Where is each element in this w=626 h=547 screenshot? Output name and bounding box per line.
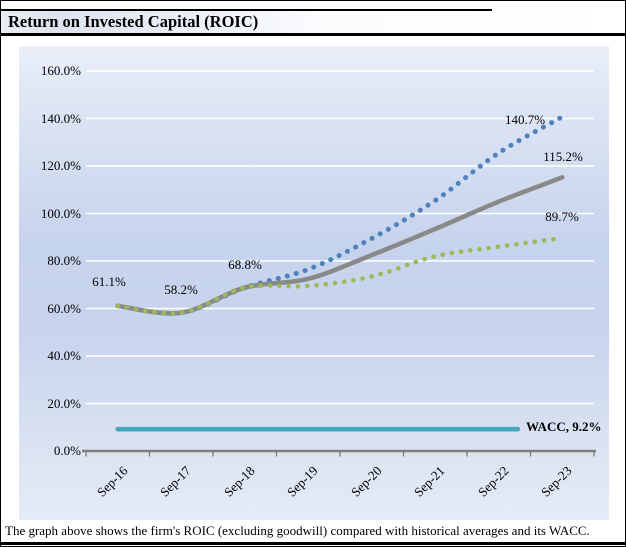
data-point-label: 89.7% [545, 209, 579, 224]
y-axis-label: 160.0% [40, 63, 81, 78]
data-point-label: 140.7% [504, 112, 546, 127]
y-axis-label: 0.0% [53, 443, 81, 458]
top-partial-rule [1, 9, 492, 11]
series-dotted-green [115, 235, 565, 316]
data-point-label: 68.8% [228, 257, 262, 272]
y-axis-label: 120.0% [40, 158, 81, 173]
y-axis-label: 20.0% [47, 395, 81, 411]
series-solid-gray [115, 175, 565, 316]
bottom-rule [1, 542, 625, 545]
y-axis-label: 60.0% [47, 300, 81, 316]
page-title: Return on Invested Capital (ROIC) [8, 12, 259, 31]
wacc-label: WACC, 9.2% [526, 419, 602, 434]
y-axis-label: 40.0% [47, 348, 81, 363]
y-axis-label: 140.0% [40, 110, 81, 126]
data-point-label: 61.1% [92, 274, 126, 289]
title-divider-rule [1, 33, 625, 36]
series-dotted-blue [115, 114, 565, 316]
chart-caption: The graph above shows the firm's ROIC (e… [5, 523, 590, 538]
title-bar: Return on Invested Capital (ROIC) [1, 11, 625, 33]
data-point-label: 58.2% [164, 282, 198, 297]
y-axis-label: 100.0% [40, 205, 81, 221]
chart-canvas [82, 70, 596, 457]
data-point-label: 115.2% [543, 149, 583, 164]
y-axis-label: 80.0% [47, 253, 81, 268]
roic-line-chart: 0.0% 20.0% 40.0% 60.0% 80.0% 100.0% 120.0% 140.… [19, 46, 609, 520]
